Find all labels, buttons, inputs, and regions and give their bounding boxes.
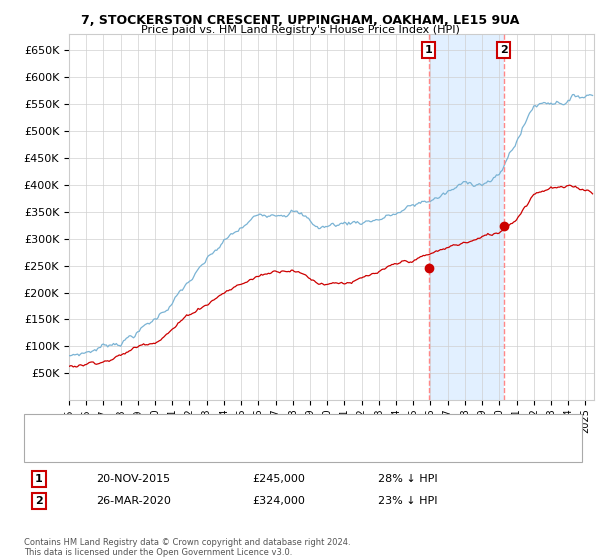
Text: Contains HM Land Registry data © Crown copyright and database right 2024.
This d: Contains HM Land Registry data © Crown c… <box>24 538 350 557</box>
Text: 28% ↓ HPI: 28% ↓ HPI <box>378 474 437 484</box>
Text: 7, STOCKERSTON CRESCENT, UPPINGHAM, OAKHAM, LE15 9UA: 7, STOCKERSTON CRESCENT, UPPINGHAM, OAKH… <box>81 14 519 27</box>
Text: 20-NOV-2015: 20-NOV-2015 <box>96 474 170 484</box>
Text: Price paid vs. HM Land Registry's House Price Index (HPI): Price paid vs. HM Land Registry's House … <box>140 25 460 35</box>
Text: 7, STOCKERSTON CRESCENT, UPPINGHAM, OAKHAM, LE15 9UA (detached house): 7, STOCKERSTON CRESCENT, UPPINGHAM, OAKH… <box>69 423 492 433</box>
Bar <box>429 34 503 400</box>
Text: 1: 1 <box>35 474 43 484</box>
Text: £245,000: £245,000 <box>252 474 305 484</box>
Text: 2: 2 <box>500 45 508 55</box>
Text: HPI: Average price, detached house, Rutland: HPI: Average price, detached house, Rutl… <box>69 444 302 454</box>
Text: £324,000: £324,000 <box>252 496 305 506</box>
Text: 23% ↓ HPI: 23% ↓ HPI <box>378 496 437 506</box>
Text: 26-MAR-2020: 26-MAR-2020 <box>96 496 171 506</box>
Text: 2: 2 <box>35 496 43 506</box>
Text: 1: 1 <box>425 45 433 55</box>
